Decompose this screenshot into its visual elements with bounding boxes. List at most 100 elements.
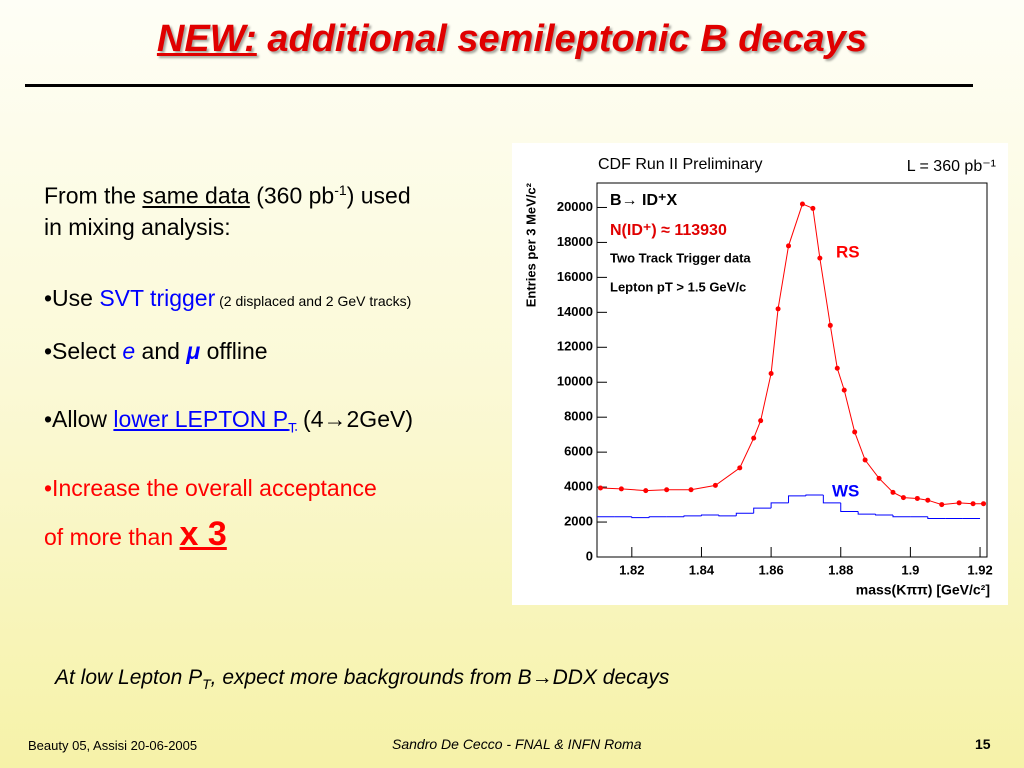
text: e bbox=[122, 338, 136, 364]
histogram-step bbox=[718, 515, 737, 517]
histogram-step bbox=[735, 512, 754, 516]
text: lower LEPTON P bbox=[113, 406, 289, 432]
bullet: From the same data (360 pb-1) used bbox=[44, 182, 411, 210]
data-point bbox=[970, 501, 976, 507]
bullet: in mixing analysis: bbox=[44, 214, 231, 241]
histogram-step bbox=[631, 516, 650, 519]
bullet: •Increase the overall acceptance bbox=[44, 475, 377, 502]
data-point bbox=[834, 365, 840, 371]
x-tick-label: 1.9 bbox=[901, 562, 919, 577]
bullet: •Select e and μ offline bbox=[44, 338, 268, 365]
slide-title: NEW: additional semileptonic B decays bbox=[0, 18, 1024, 61]
text: (2 displaced and 2 GeV tracks) bbox=[215, 293, 412, 309]
note: At low Lepton PT, expect more background… bbox=[55, 666, 669, 692]
text: of more than bbox=[44, 524, 180, 550]
bullet: •Use SVT trigger (2 displaced and 2 GeV … bbox=[44, 285, 411, 312]
histogram-step bbox=[788, 495, 806, 503]
histogram-step bbox=[648, 516, 667, 518]
text: in mixing analysis: bbox=[44, 214, 231, 240]
annotation: Lepton pT > 1.5 GeV/c bbox=[610, 279, 746, 294]
chart-background bbox=[512, 143, 1008, 605]
y-tick-label: 18000 bbox=[557, 234, 593, 249]
text: •Select bbox=[44, 338, 123, 364]
histogram-step bbox=[840, 502, 859, 513]
data-point bbox=[643, 488, 649, 494]
histogram-step bbox=[770, 502, 789, 509]
data-point bbox=[768, 370, 774, 376]
histogram-step bbox=[875, 514, 893, 516]
series-label: WS bbox=[832, 481, 859, 500]
text: •Increase the overall acceptance bbox=[44, 475, 377, 501]
histogram-step bbox=[822, 494, 841, 504]
data-point bbox=[799, 201, 805, 207]
data-point bbox=[758, 418, 764, 424]
y-tick-label: 8000 bbox=[564, 409, 593, 424]
plot-frame bbox=[596, 182, 988, 558]
text: x 3 bbox=[179, 515, 227, 553]
chart-title: CDF Run II Preliminary bbox=[598, 156, 762, 173]
histogram-step bbox=[857, 511, 876, 515]
annotation: Two Track Trigger data bbox=[610, 250, 751, 265]
page-number: 15 bbox=[975, 736, 991, 752]
text: •Use bbox=[44, 285, 100, 311]
data-point bbox=[900, 495, 906, 501]
text: offline bbox=[200, 338, 268, 364]
y-tick-label: 16000 bbox=[557, 269, 593, 284]
chart: 0 2000 4000 6000 8000 10000 12000 14000 16000 180… bbox=[512, 143, 1008, 605]
y-tick-label: 12000 bbox=[557, 339, 593, 354]
y-tick-label: 0 bbox=[586, 548, 593, 563]
data-point bbox=[751, 435, 757, 441]
bullet: •Allow lower LEPTON PT (4→2GeV) bbox=[44, 406, 413, 436]
x-tick-label: 1.86 bbox=[758, 562, 783, 577]
histogram-step bbox=[753, 507, 772, 514]
text: At low Lepton P bbox=[55, 666, 203, 689]
data-point bbox=[817, 255, 823, 261]
y-axis-label: Entries per 3 MeV/c² bbox=[523, 182, 538, 307]
annotation: N(ID⁺) ≈ 113930 bbox=[610, 222, 727, 239]
x-tick-label: 1.82 bbox=[619, 562, 644, 577]
text: μ bbox=[186, 338, 201, 364]
footer-left: Beauty 05, Assisi 20-06-2005 bbox=[28, 738, 198, 753]
text: T bbox=[202, 676, 211, 693]
data-point bbox=[618, 486, 624, 492]
data-point bbox=[712, 482, 718, 488]
bullet: of more than x 3 bbox=[44, 515, 227, 554]
y-tick-label: 10000 bbox=[557, 374, 593, 389]
title-rest: additional semileptonic B decays bbox=[256, 18, 868, 60]
text: From the bbox=[44, 182, 143, 209]
data-point bbox=[597, 485, 603, 491]
data-point bbox=[939, 502, 945, 508]
x-tick-label: 1.88 bbox=[828, 562, 853, 577]
data-point bbox=[956, 500, 962, 506]
histogram-step bbox=[683, 515, 702, 517]
title-highlight: NEW: bbox=[156, 18, 257, 60]
histogram-step bbox=[700, 514, 719, 516]
text: SVT trigger bbox=[99, 285, 216, 311]
x-axis-label: mass(Kππ) [GeV/c²] bbox=[856, 582, 990, 598]
data-point bbox=[876, 475, 882, 481]
y-tick-label: 4000 bbox=[564, 479, 593, 494]
data-point bbox=[664, 487, 670, 493]
text: , expect more backgrounds from B→DDX dec… bbox=[210, 666, 670, 689]
data-point bbox=[890, 489, 896, 495]
data-point bbox=[841, 387, 847, 393]
text: lower LEPTON PT bbox=[113, 406, 296, 436]
footer-center: Sandro De Cecco - FNAL & INFN Roma bbox=[392, 736, 642, 752]
text: ) used bbox=[346, 182, 411, 209]
data-point bbox=[737, 465, 743, 471]
text: (4→2GeV) bbox=[296, 406, 413, 432]
data-point bbox=[925, 497, 931, 503]
chart-subtitle: L = 360 pb⁻¹ bbox=[907, 158, 996, 175]
y-tick-label: 14000 bbox=[557, 304, 593, 319]
x-tick-label: 1.84 bbox=[689, 562, 715, 577]
series-label: RS bbox=[836, 242, 860, 261]
x-tick-label: 1.92 bbox=[967, 562, 992, 577]
y-tick-label: 20000 bbox=[557, 199, 593, 214]
text: (360 pb bbox=[249, 182, 335, 209]
histogram-step bbox=[927, 516, 946, 520]
data-point bbox=[688, 487, 694, 493]
histogram-step bbox=[892, 515, 911, 518]
text: -1 bbox=[334, 182, 347, 198]
data-point bbox=[914, 495, 920, 501]
